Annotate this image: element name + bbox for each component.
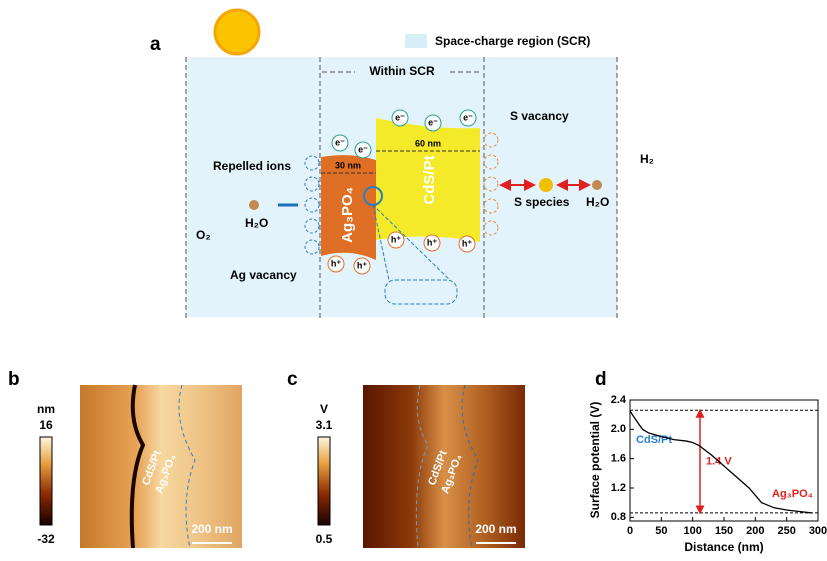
ion-vacancy xyxy=(304,218,320,234)
hole xyxy=(387,231,405,249)
hole-label: h⁺ xyxy=(391,234,401,244)
block-label: Ag₃PO₄ xyxy=(339,187,356,243)
x-tick-label: 0 xyxy=(627,525,633,537)
line xyxy=(629,410,812,514)
x-tick-label: 300 xyxy=(809,525,827,537)
electron-label: e⁻ xyxy=(428,117,438,127)
boundary xyxy=(178,384,196,549)
electron xyxy=(331,134,349,152)
depth-label: 60 nm xyxy=(415,138,441,148)
x-axis-label: Distance (nm) xyxy=(684,540,763,554)
water-label: H₂O xyxy=(586,195,609,209)
y-tick-label: 2.4 xyxy=(611,394,627,406)
scale-label: 200 nm xyxy=(475,522,516,536)
h2-label: H₂ xyxy=(640,152,654,166)
s-vacancy-circle xyxy=(483,154,499,170)
scale-label: 200 nm xyxy=(191,522,232,536)
sun xyxy=(213,8,261,56)
region-label: CdS/Pt xyxy=(636,434,672,446)
panel-letter: a xyxy=(150,34,161,55)
s-species-label: S species xyxy=(514,195,570,209)
hole-label: h⁺ xyxy=(357,260,367,270)
x-tick-label: 100 xyxy=(683,525,701,537)
electron-label: e⁻ xyxy=(463,112,473,122)
water-label: H₂O xyxy=(245,216,268,230)
ion-vacancy xyxy=(304,239,320,255)
electron-label: e⁻ xyxy=(395,112,405,122)
hole xyxy=(327,255,345,273)
electron xyxy=(354,141,372,159)
afm-image xyxy=(80,385,242,548)
electron xyxy=(459,109,477,127)
boundary xyxy=(415,384,429,549)
scr-legend: Space-charge region (SCR) xyxy=(435,34,590,48)
ag-vacancy-label: Ag vacancy xyxy=(230,268,297,282)
charges: e⁻ e⁻ e⁻ e⁻ e⁻ h⁺ h⁺ h⁺ h⁺ h⁺ xyxy=(327,109,477,275)
hole xyxy=(423,234,441,252)
colorbar-min: 0.5 xyxy=(316,532,333,546)
colorbar-min: -32 xyxy=(37,532,55,546)
y-axis-label: Surface potential (V) xyxy=(588,402,602,519)
panel-letter: d xyxy=(595,369,607,390)
cds-block xyxy=(376,118,480,242)
hole-label: h⁺ xyxy=(331,258,341,268)
x-tick-label: 200 xyxy=(746,525,764,537)
ag3po4-block xyxy=(321,155,376,260)
water-molecule xyxy=(592,180,602,190)
ion-vacancy xyxy=(304,197,320,213)
x-tick-label: 150 xyxy=(715,525,733,537)
ion-vacancy xyxy=(304,176,320,192)
ion-vacancy xyxy=(304,155,320,171)
repelled-label: Repelled ions xyxy=(213,159,291,173)
colorbar-unit: V xyxy=(320,402,328,416)
x-tick-label: 250 xyxy=(777,525,795,537)
panel-letter: b xyxy=(8,369,20,390)
colorbar-unit: nm xyxy=(37,402,55,416)
o2-label: O₂ xyxy=(196,228,211,242)
x-tick-label: 50 xyxy=(655,525,667,537)
hole xyxy=(458,235,476,253)
hole-label: h⁺ xyxy=(427,237,437,247)
vacancies xyxy=(304,132,499,255)
s-vacancy-circle xyxy=(483,132,499,148)
s-vacancy-circle xyxy=(483,198,499,214)
water-molecule xyxy=(249,200,259,210)
depth-label: 30 nm xyxy=(335,160,361,170)
within-scr: Within SCR xyxy=(369,64,435,78)
region-label: Ag₃PO₄ xyxy=(772,488,813,500)
panel-letter: c xyxy=(287,369,298,390)
electron xyxy=(391,109,409,127)
hole xyxy=(353,257,371,275)
colorbar xyxy=(317,436,331,526)
boundaries xyxy=(185,57,618,318)
boundary xyxy=(461,384,479,549)
y-tick-label: 1.2 xyxy=(611,482,626,494)
block-label: CdS/Pt xyxy=(421,155,438,204)
hole-label: h⁺ xyxy=(462,238,472,248)
scr-legend-swatch xyxy=(405,34,427,48)
y-tick-label: 1.6 xyxy=(611,453,626,465)
s-vacancy-circle xyxy=(483,220,499,236)
colorbar-max: 16 xyxy=(39,418,53,432)
zoom-box xyxy=(384,279,458,305)
s-vacancy-label: S vacancy xyxy=(510,109,569,123)
colorbar xyxy=(39,436,53,526)
y-tick-label: 2.0 xyxy=(611,423,626,435)
kpfm-image xyxy=(363,385,525,548)
electron-label: e⁻ xyxy=(358,144,368,154)
s-vacancy-circle xyxy=(483,176,499,192)
edge xyxy=(129,384,146,549)
electron xyxy=(424,114,442,132)
y-tick-label: 0.8 xyxy=(611,511,626,523)
s-species xyxy=(539,178,553,192)
colorbar-max: 3.1 xyxy=(316,418,333,432)
electron-label: e⁻ xyxy=(335,137,345,147)
